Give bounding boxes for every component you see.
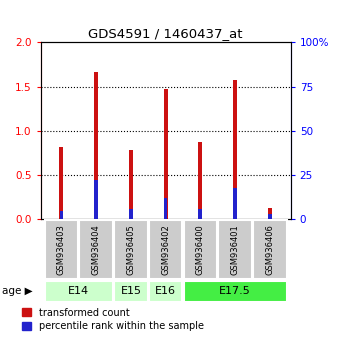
Bar [268,214,272,219]
Bar [253,220,287,279]
Bar [129,150,133,219]
Text: GSM936402: GSM936402 [161,224,170,275]
Text: GSM936405: GSM936405 [126,224,136,275]
Bar [164,89,168,219]
Bar [114,220,148,279]
Text: age ▶: age ▶ [2,286,32,296]
Text: GSM936404: GSM936404 [92,224,101,275]
Bar [59,211,63,219]
Text: GSM936401: GSM936401 [231,224,240,275]
Bar [233,80,237,219]
Bar [94,72,98,219]
Text: E14: E14 [68,286,89,296]
Bar [198,209,202,219]
Bar [218,220,252,279]
Bar [233,188,237,219]
Bar [79,220,113,279]
Bar [164,198,168,219]
Bar [45,220,78,279]
Bar [149,220,182,279]
Bar [94,180,98,219]
Legend: transformed count, percentile rank within the sample: transformed count, percentile rank withi… [22,308,204,331]
Text: E16: E16 [155,286,176,296]
Bar [114,281,148,302]
Bar [184,281,287,302]
Text: GSM936403: GSM936403 [57,224,66,275]
Bar [59,147,64,219]
Bar [184,220,217,279]
Title: GDS4591 / 1460437_at: GDS4591 / 1460437_at [88,27,243,40]
Text: GSM936400: GSM936400 [196,224,205,275]
Bar [198,142,202,219]
Bar [45,281,113,302]
Text: GSM936406: GSM936406 [265,224,274,275]
Bar [149,281,182,302]
Bar [129,209,133,219]
Text: E17.5: E17.5 [219,286,251,296]
Text: E15: E15 [120,286,141,296]
Bar [268,208,272,219]
